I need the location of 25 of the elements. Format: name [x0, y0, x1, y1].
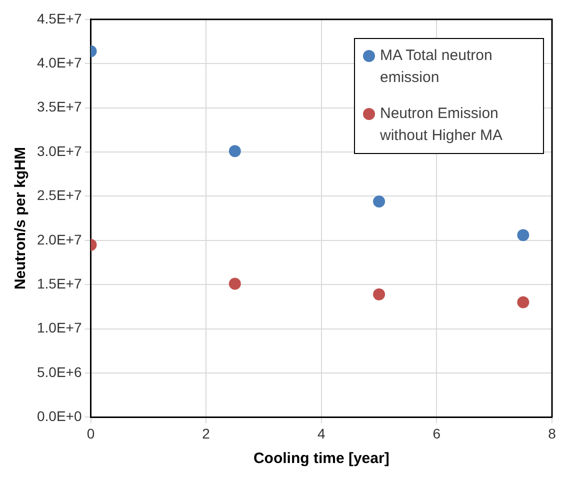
point: [373, 288, 386, 300]
point: [517, 296, 530, 308]
y-tick-label: 1.5E+7: [36, 275, 82, 292]
x-tick-label: 8: [548, 425, 556, 442]
y-tick-label: 1.0E+7: [36, 320, 82, 336]
x-axis-title: Cooling time [year]: [253, 450, 390, 468]
y-tick-label: 4.0E+7: [36, 54, 82, 70]
y-tick-label: 0.0E+0: [36, 408, 82, 424]
legend-label: MA Total neutron emission: [380, 46, 494, 88]
y-tick-label: 2.5E+7: [36, 187, 82, 204]
point: [228, 278, 241, 290]
y-tick-label: 2.0E+7: [36, 231, 82, 248]
x-tick-label: 2: [202, 425, 210, 442]
x-tick-label: 0: [86, 425, 95, 442]
x-tick-label: 6: [432, 425, 441, 442]
point: [373, 196, 386, 208]
point: [517, 229, 530, 242]
y-axis-title: Neutron/s per kgHM: [12, 147, 30, 290]
y-tick-label: 4.5E+7: [36, 10, 82, 26]
y-tick-label: 3.0E+7: [36, 142, 82, 159]
legend-label: Neutron Emission without Higher MA: [380, 104, 504, 146]
y-tick-label: 3.5E+7: [36, 98, 82, 115]
y-tick-label: 5.0E+6: [36, 364, 82, 380]
x-tick-label: 4: [317, 425, 326, 442]
point: [228, 145, 241, 158]
